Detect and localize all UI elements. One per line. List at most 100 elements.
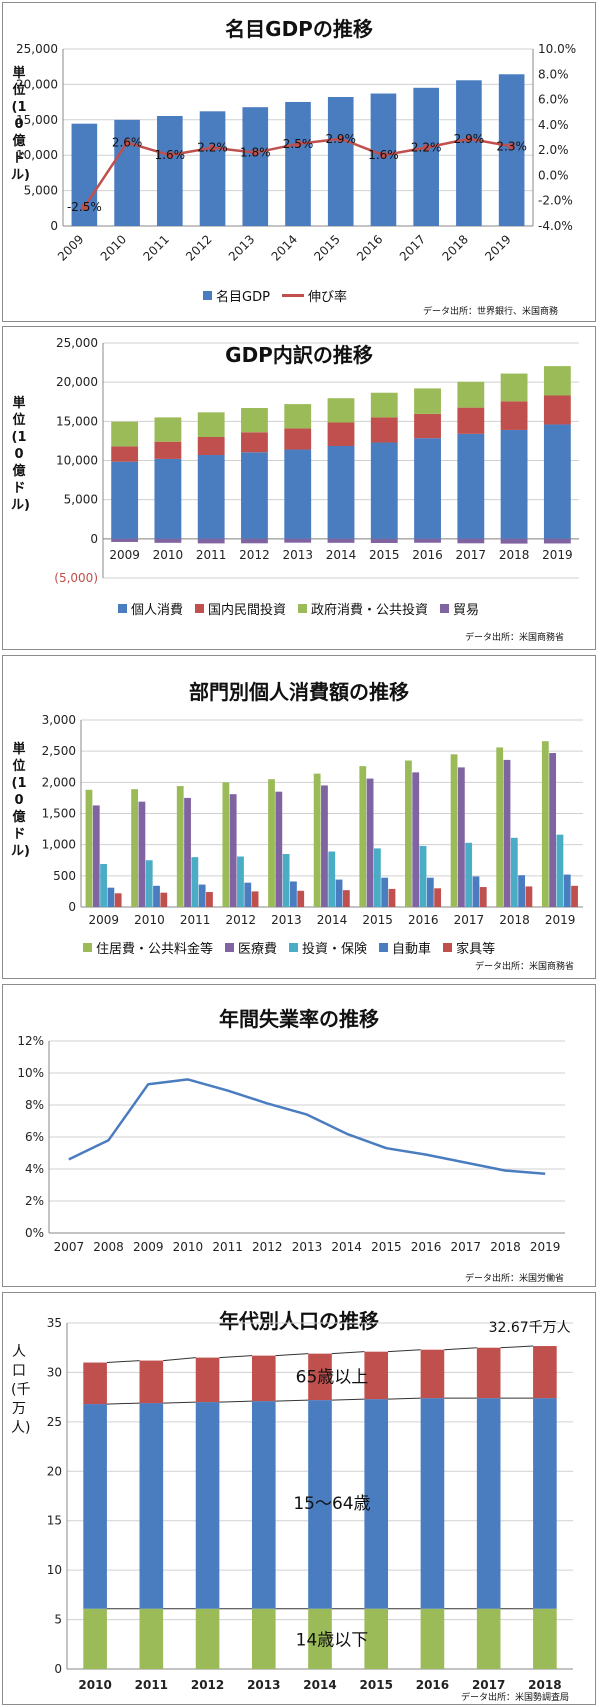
growth-data-label: -2.5% [67,200,102,214]
y-tick-label: (5,000) [54,571,98,585]
bar-segment [370,538,398,543]
y2-tick-label: -2.0% [538,194,573,208]
growth-data-label: 2.9% [325,132,356,146]
bar-segment [83,1404,107,1609]
x-tick-label: 2010 [173,1240,204,1254]
bar [510,837,518,907]
bar-segment [476,1608,501,1669]
bar [412,772,420,907]
bar-segment [457,538,485,544]
bar-segment [364,1351,389,1400]
connector-line [163,1401,196,1404]
bar-segment [195,1608,220,1669]
y2-tick-label: 6.0% [538,93,569,107]
y-tick-label: 30 [47,1365,62,1379]
bar [366,778,374,907]
x-tick-label: 2014 [326,548,357,562]
y-tick-label: 20,000 [56,375,98,389]
growth-marker [81,204,88,211]
bar [138,801,146,907]
bar-segment [154,441,182,459]
bar-segment [420,1398,445,1609]
bar-segment [241,452,268,539]
y-tick-label: 6% [25,1130,44,1144]
bar [268,779,275,907]
y2-tick-label: 0.0% [538,168,569,182]
bar-segment [197,412,225,437]
bar-segment [154,458,182,539]
legend-item: 国内民間投資 [195,599,286,618]
y-tick-label: 500 [53,869,76,883]
legend-item: 家具等 [443,938,495,957]
x-tick-label: 2009 [109,548,140,562]
x-tick-label: 2013 [282,548,313,562]
connector-line [275,1353,309,1357]
source-note: データ出所：米国商務省 [475,962,575,972]
y-tick-label: 2,000 [42,775,76,789]
bar-segment [284,538,312,543]
x-tick-label: 2010 [78,1678,111,1692]
bar [285,101,311,226]
bar-segment [251,1355,276,1402]
bar [92,805,100,907]
growth-marker [465,135,472,142]
bar-segment [327,538,355,543]
x-tick-label: 2015 [371,1240,402,1254]
bar-segment [308,1608,332,1669]
legend-item: 住居費・公共料金等 [83,938,213,957]
legend-item: 医療費 [225,938,277,957]
y2-tick-label: 4.0% [538,118,569,132]
x-tick-label: 2012 [252,1240,283,1254]
bar-segment [241,432,268,453]
bar [472,876,480,907]
bar-segment [139,1403,164,1609]
connector-line [106,1402,140,1405]
chart-legend: 住居費・公共料金等 医療費 投資・保険 自動車 家具等 [83,938,507,957]
bar [184,797,191,907]
x-tick-label: 2013 [247,1678,280,1692]
bar-segment [414,438,441,539]
legend-item: 投資・保険 [289,938,367,957]
source-note: データ出所：世界銀行、米国商務 [423,307,559,317]
chart-population: 0 5 10 15 20 25 30 35 2010 2011 2012 2013 2014 2015 20… [47,1316,573,1692]
bar-segment [533,1608,557,1669]
bar-segment [543,366,571,396]
bar-segment [308,1400,332,1609]
growth-data-label: 1.6% [368,148,399,162]
x-tick-label: 2013 [271,913,302,927]
growth-data-label: 2.2% [197,141,228,155]
bar-segment [197,437,225,456]
bar-segment [327,422,355,447]
growth-marker [166,152,173,159]
x-tick-label: 2017 [456,548,487,562]
bar [498,74,525,226]
bar [370,93,397,226]
x-tick-label: 2016 [354,232,385,263]
bar [157,115,183,226]
x-tick-label: 2016 [411,1240,442,1254]
legend-label: 家具等 [456,942,496,957]
y-tick-label: 10,000 [56,454,98,468]
bar [563,874,571,907]
bar-segment [457,433,485,539]
bar-segment [500,538,528,544]
bar-segment [414,388,441,414]
growth-marker [380,152,387,159]
growth-marker [124,139,131,146]
bar [335,879,343,907]
y2-tick-label: 10.0% [538,42,576,56]
bar [541,741,549,907]
bar [503,759,511,907]
bar-segment [457,381,485,408]
x-tick-label: 2011 [180,913,211,927]
x-tick-label: 2018 [440,232,471,263]
x-tick-label: 2016 [412,548,443,562]
growth-marker [508,143,515,150]
growth-marker [209,144,216,151]
y-tick-label: 5 [54,1613,62,1627]
x-tick-label: 2018 [499,548,530,562]
x-tick-label: 2018 [499,913,530,927]
x-tick-label: 2019 [545,913,576,927]
bar [242,107,269,226]
x-tick-label: 2018 [528,1678,561,1692]
